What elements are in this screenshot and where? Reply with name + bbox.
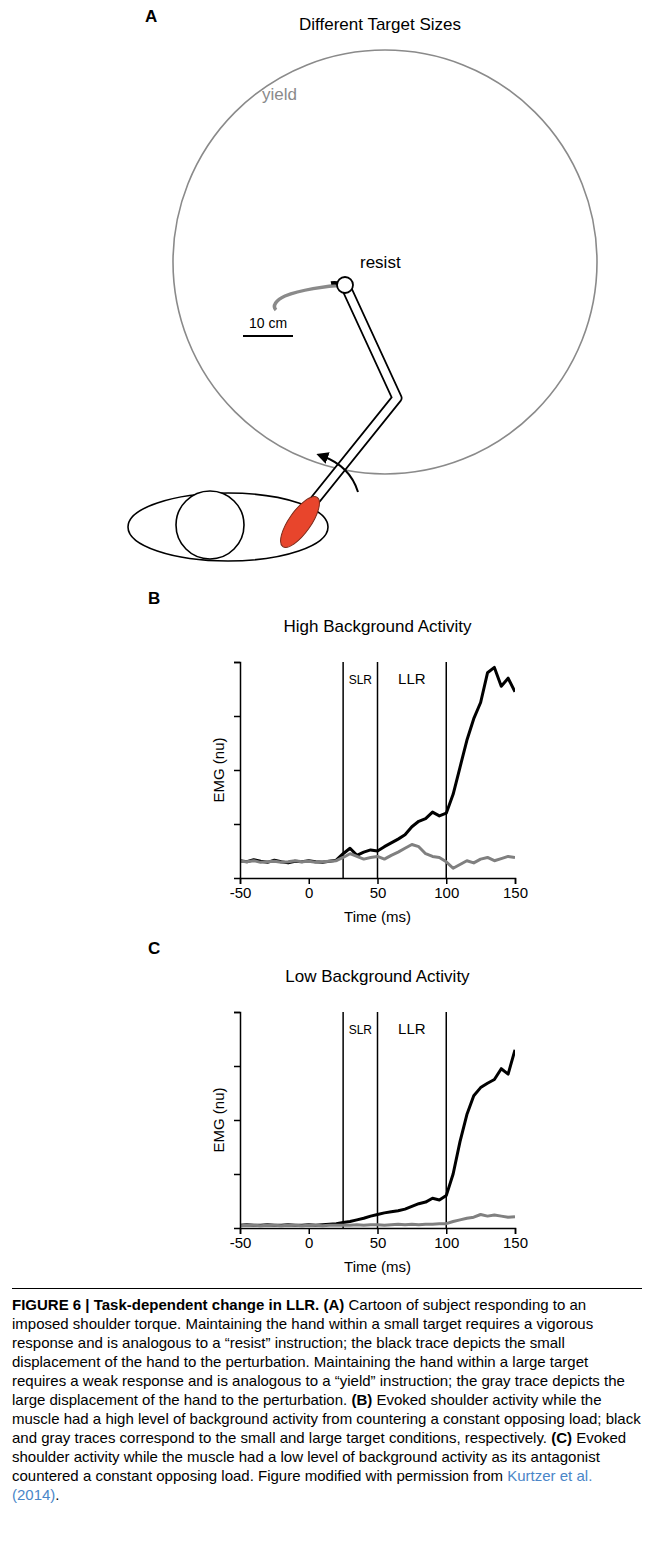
x-tick-label: 50: [370, 884, 387, 901]
yield-label: yield: [262, 85, 297, 104]
y-tick: [234, 1012, 240, 1013]
panel-label: A: [145, 7, 157, 26]
epoch-line: [446, 662, 448, 878]
y-tick: [234, 1066, 240, 1067]
y-tick: [234, 716, 240, 717]
chart-title: Low Background Activity: [285, 967, 470, 986]
trace: [240, 845, 515, 869]
y-tick-mark: [234, 1174, 240, 1176]
y-tick-mark: [234, 716, 240, 718]
caption-text: (C): [551, 1429, 572, 1446]
plot-area: [240, 1012, 515, 1228]
resist-label: resist: [360, 253, 401, 272]
x-axis: -50 0 50 100 150: [230, 878, 528, 901]
x-axis-title: Time (ms): [344, 908, 411, 925]
epoch-label: LLR: [398, 670, 426, 687]
x-axis: -50 0 50 100 150: [230, 1228, 528, 1251]
chart-panel: C Low Background Activity SLR LLR -50 0 50 100 1…: [148, 939, 528, 1275]
trace: [240, 1050, 515, 1226]
x-tick-label: 150: [503, 884, 528, 901]
x-tick: 0: [305, 878, 313, 901]
x-tick-label: -50: [230, 1234, 252, 1251]
chart-title: High Background Activity: [283, 617, 472, 636]
head: [176, 491, 244, 559]
y-tick-mark: [234, 824, 240, 826]
panel-a: A Different Target Sizes yield resist 10 cm: [128, 7, 597, 561]
arm-outline: [303, 285, 397, 515]
caption-text: FIGURE 6 | Task-dependent change in LLR.: [12, 1296, 319, 1313]
arm-fill: [303, 285, 397, 515]
torque-arrow: [322, 456, 358, 492]
x-tick: 0: [305, 1228, 313, 1251]
panel-title: Different Target Sizes: [299, 15, 461, 34]
x-tick: 150: [503, 1228, 528, 1251]
x-tick-label: 0: [305, 1234, 313, 1251]
x-tick-label: -50: [230, 884, 252, 901]
trace: [240, 1215, 515, 1226]
x-tick: 150: [503, 878, 528, 901]
panel-label: B: [148, 589, 160, 608]
figure: A Different Target Sizes yield resist 10 cm B…: [0, 0, 655, 1285]
epoch-line: [342, 662, 344, 878]
y-tick-mark: [234, 1120, 240, 1122]
y-tick: [234, 662, 240, 663]
axis-line: [234, 1013, 241, 1229]
x-tick-label: 0: [305, 884, 313, 901]
epoch-label: LLR: [398, 1020, 426, 1037]
caption-text: (B): [351, 1391, 372, 1408]
y-tick: [234, 770, 240, 771]
y-tick: [234, 824, 240, 825]
axis-line: [234, 663, 241, 879]
chart-panel: B High Background Activity SLR LLR -50 0 50 100…: [148, 589, 528, 925]
epoch-label: SLR: [349, 673, 373, 687]
trace: [240, 667, 515, 862]
y-tick-mark: [234, 770, 240, 772]
x-tick: -50: [230, 1228, 252, 1251]
y-axis: [234, 1013, 241, 1229]
x-tick-label: 150: [503, 1234, 528, 1251]
y-tick: [234, 1174, 240, 1175]
x-tick-label: 100: [434, 1234, 459, 1251]
y-axis-title: EMG (nu): [210, 1087, 227, 1152]
x-axis-title: Time (ms): [344, 1258, 411, 1275]
x-tick: 50: [370, 1228, 387, 1251]
plot-area: [240, 662, 515, 878]
panel-label: C: [148, 939, 160, 958]
x-tick: 50: [370, 878, 387, 901]
yield-trace: [274, 285, 345, 310]
scale-label: 10 cm: [249, 315, 287, 331]
x-tick-label: 100: [434, 884, 459, 901]
epoch-line: [377, 662, 379, 878]
caption-text: .: [55, 1486, 59, 1503]
epoch-line: [342, 1012, 344, 1228]
x-tick: -50: [230, 878, 252, 901]
y-axis: [234, 663, 241, 879]
small-target: [337, 277, 353, 293]
x-tick-label: 50: [370, 1234, 387, 1251]
caption-text: [319, 1296, 323, 1313]
caption: FIGURE 6 | Task-dependent change in LLR.…: [12, 1288, 642, 1504]
y-tick-mark: [234, 1066, 240, 1068]
caption-text: (A): [323, 1296, 344, 1313]
y-axis-title: EMG (nu): [210, 737, 227, 802]
y-tick: [234, 1120, 240, 1121]
x-tick: 100: [434, 878, 459, 901]
y-tick-mark: [234, 1012, 240, 1014]
epoch-line: [377, 1012, 379, 1228]
scale-bar: [243, 335, 293, 337]
x-tick: 100: [434, 1228, 459, 1251]
shoulder-muscle: [274, 491, 326, 553]
y-tick-mark: [234, 662, 240, 664]
epoch-label: SLR: [349, 1023, 373, 1037]
